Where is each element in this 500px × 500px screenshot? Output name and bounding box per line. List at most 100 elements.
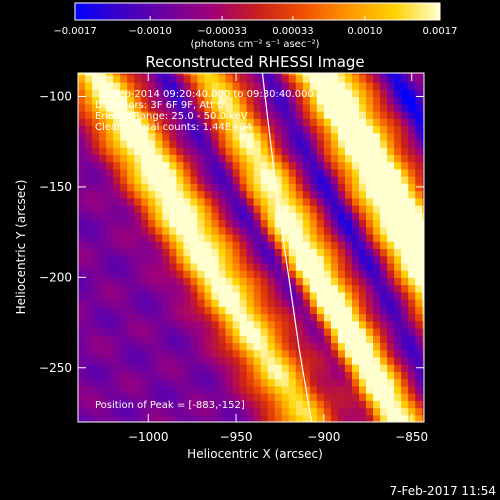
heatmap-cell	[309, 103, 318, 112]
heatmap-cell	[408, 139, 416, 148]
heatmap-cell	[99, 349, 107, 358]
heatmap-cell	[274, 378, 283, 387]
heatmap-cell	[373, 118, 381, 127]
heatmap-cell	[225, 299, 234, 307]
heatmap-cell	[190, 385, 199, 394]
heatmap-cell	[92, 299, 100, 307]
heatmap-cell	[309, 118, 318, 127]
heatmap-cell	[394, 270, 402, 278]
heatmap-cell	[415, 147, 423, 155]
heatmap-cell	[197, 248, 206, 257]
heatmap-cell	[387, 241, 395, 249]
heatmap-cell	[401, 248, 409, 257]
heatmap-cell	[246, 277, 255, 286]
heatmap-cell	[344, 147, 353, 155]
heatmap-cell	[183, 313, 192, 322]
heatmap-cell	[408, 277, 416, 286]
heatmap-cell	[162, 241, 170, 249]
heatmap-cell	[148, 385, 156, 394]
heatmap-cell	[141, 96, 149, 105]
heatmap-cell	[288, 371, 297, 380]
heatmap-cell	[380, 139, 388, 148]
heatmap-cell	[148, 212, 156, 221]
heatmap-cell	[106, 233, 114, 242]
heatmap-cell	[176, 190, 184, 199]
heatmap-cell	[373, 378, 381, 387]
heatmap-cell	[274, 73, 283, 76]
heatmap-cell	[302, 335, 311, 344]
heatmap-cell	[337, 255, 346, 264]
heatmap-cell	[183, 103, 192, 112]
heatmap-cell	[141, 407, 149, 416]
heatmap-cell	[281, 385, 290, 394]
heatmap-cell	[373, 197, 381, 206]
heatmap-cell	[337, 73, 346, 76]
heatmap-cell	[113, 233, 121, 242]
heatmap-cell	[337, 82, 346, 90]
heatmap-cell	[281, 183, 290, 192]
heatmap-cell	[260, 378, 269, 387]
heatmap-cell	[288, 277, 297, 286]
heatmap-cell	[422, 327, 424, 336]
heatmap-cell	[78, 197, 86, 206]
heatmap-cell	[204, 89, 213, 98]
heatmap-cell	[309, 161, 318, 170]
heatmap-cell	[183, 125, 192, 134]
heatmap-cell	[148, 414, 156, 422]
heatmap-cell	[148, 168, 156, 177]
heatmap-cell	[373, 414, 381, 422]
heatmap-cell	[260, 103, 269, 112]
heatmap-cell	[359, 103, 367, 112]
heatmap-cell	[401, 118, 409, 127]
heatmap-cell	[211, 183, 220, 192]
heatmap-cell	[239, 400, 248, 409]
heatmap-cell	[415, 197, 423, 206]
heatmap-cell	[253, 73, 262, 76]
heatmap-cell	[351, 277, 360, 286]
heatmap-cell	[183, 132, 192, 141]
heatmap-cell	[330, 125, 339, 134]
heatmap-cell	[183, 364, 192, 372]
heatmap-cell	[85, 212, 93, 221]
heatmap-cell	[323, 299, 332, 307]
heatmap-cell	[155, 262, 163, 271]
heatmap-cell	[337, 226, 346, 235]
heatmap-cell	[85, 299, 93, 307]
heatmap-image	[78, 73, 424, 422]
heatmap-cell	[401, 183, 409, 192]
heatmap-cell	[330, 212, 339, 221]
heatmap-cell	[316, 407, 325, 416]
heatmap-cell	[162, 349, 170, 358]
heatmap-cell	[351, 82, 360, 90]
heatmap-cell	[218, 320, 227, 329]
heatmap-cell	[106, 74, 114, 83]
heatmap-cell	[330, 262, 339, 271]
heatmap-cell	[302, 342, 311, 351]
heatmap-cell	[344, 342, 353, 351]
heatmap-cell	[246, 154, 255, 163]
heatmap-cell	[401, 154, 409, 163]
heatmap-cell	[288, 356, 297, 365]
heatmap-cell	[239, 73, 248, 76]
heatmap-cell	[190, 197, 199, 206]
heatmap-cell	[218, 349, 227, 358]
heatmap-cell	[274, 400, 283, 409]
heatmap-cell	[260, 241, 269, 249]
heatmap-cell	[141, 262, 149, 271]
heatmap-cell	[295, 176, 304, 184]
heatmap-cell	[260, 414, 269, 422]
heatmap-cell	[99, 103, 107, 112]
heatmap-cell	[422, 356, 424, 365]
heatmap-cell	[337, 277, 346, 286]
heatmap-cell	[330, 161, 339, 170]
heatmap-cell	[288, 89, 297, 98]
heatmap-cell	[253, 89, 262, 98]
heatmap-cell	[316, 161, 325, 170]
heatmap-cell	[169, 241, 177, 249]
heatmap-cell	[141, 168, 149, 177]
heatmap-cell	[309, 96, 318, 105]
heatmap-cell	[141, 255, 149, 264]
heatmap-cell	[323, 241, 332, 249]
heatmap-cell	[274, 320, 283, 329]
heatmap-cell	[366, 313, 374, 322]
